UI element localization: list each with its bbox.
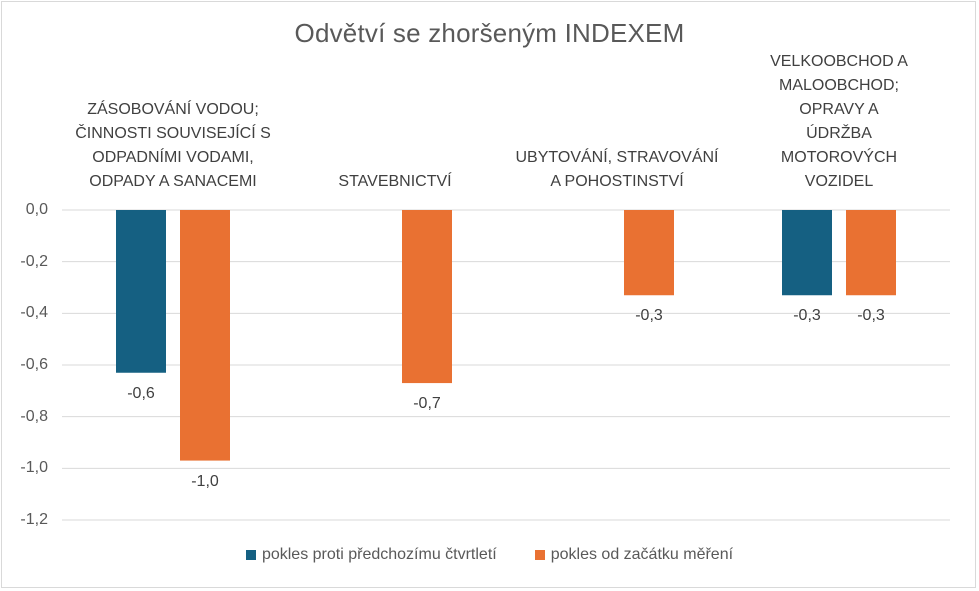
data-label: -0,6 — [127, 384, 155, 402]
y-tick-label: -0,8 — [20, 407, 48, 425]
bar — [624, 210, 674, 296]
category-label: VELKOOBCHOD A MALOOBCHOD; OPRAVY A ÚDRŽB… — [770, 53, 908, 190]
category-label: STAVEBNICTVÍ — [338, 173, 452, 190]
bar — [180, 210, 230, 461]
bar — [116, 210, 166, 373]
bar — [782, 210, 832, 296]
bar — [846, 210, 896, 296]
data-label: -0,7 — [413, 395, 441, 413]
legend: pokles proti předchozímu čtvrtletí pokle… — [0, 546, 979, 564]
data-label: -0,3 — [635, 307, 663, 325]
data-label: -0,3 — [793, 307, 821, 325]
y-tick-label: -1,0 — [20, 459, 48, 477]
data-label: -0,3 — [857, 307, 885, 325]
legend-swatch-series-1 — [245, 550, 256, 560]
legend-label-series-1: pokles proti předchozímu čtvrtletí — [261, 546, 497, 563]
y-tick-label: -1,2 — [20, 511, 48, 528]
data-label: -1,0 — [191, 472, 219, 490]
legend-item-series-2: pokles od začátku měření — [534, 546, 734, 564]
y-tick-label: 0,0 — [25, 201, 48, 218]
chart-title: Odvětví se zhoršeným INDEXEM — [294, 18, 685, 48]
legend-label-series-2: pokles od začátku měření — [550, 546, 734, 563]
category-label: ZÁSOBOVÁNÍ VODOU; ČINNOSTI SOUVISEJÍCÍ S… — [75, 101, 271, 190]
bar — [402, 210, 452, 384]
y-tick-label: -0,6 — [20, 356, 48, 373]
legend-swatch-series-2 — [534, 550, 545, 560]
y-tick-label: -0,4 — [20, 304, 48, 322]
legend-item-series-1: pokles proti předchozímu čtvrtletí — [245, 546, 497, 564]
category-label: UBYTOVÁNÍ, STRAVOVÁNÍ A POHOSTINSTVÍ — [515, 149, 719, 190]
y-tick-label: -0,2 — [20, 252, 48, 270]
